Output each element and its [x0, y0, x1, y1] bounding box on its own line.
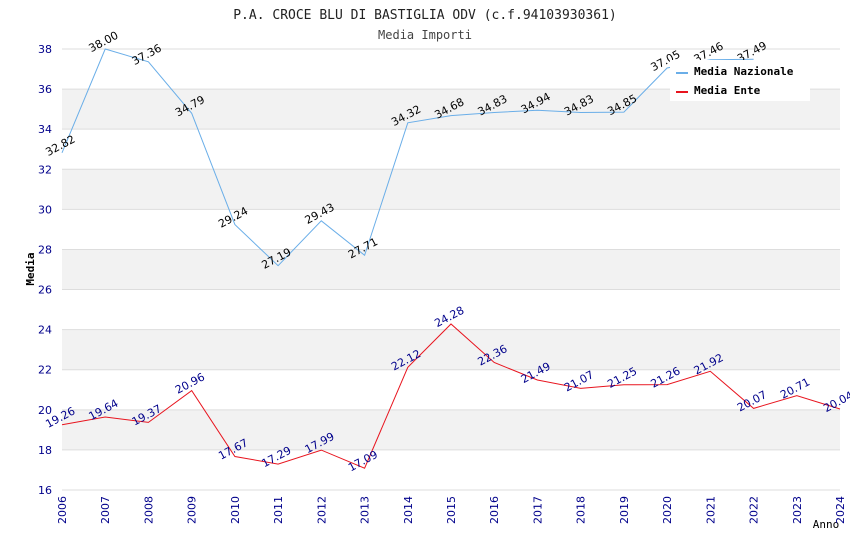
y-tick-label: 34	[38, 123, 52, 136]
legend: Media Nazionale Media Ente	[670, 60, 810, 101]
data-label: 17.09	[346, 448, 380, 474]
x-axis-ticks: 2006 2007 2008 2009 2010 2011 2012 2013 2014 2015…	[56, 496, 847, 524]
series-lines	[61, 48, 841, 469]
grid-band	[62, 329, 840, 370]
grid-band	[62, 409, 840, 450]
legend-label-media-nazionale: Media Nazionale	[694, 65, 794, 78]
x-tick-label: 2012	[315, 496, 328, 524]
grid-lines	[62, 48, 840, 491]
x-tick-label: 2020	[661, 496, 674, 524]
x-tick-label: 2014	[402, 496, 415, 524]
x-tick-label: 2015	[445, 496, 458, 524]
data-label: 32.82	[43, 133, 77, 159]
x-tick-label: 2011	[272, 496, 285, 524]
legend-box	[670, 60, 810, 101]
x-axis-label: Anno	[813, 518, 840, 531]
grid-band	[62, 249, 840, 290]
y-axis-label: Media	[24, 252, 37, 285]
x-tick-label: 2009	[186, 496, 199, 524]
legend-label-media-ente: Media Ente	[694, 84, 761, 97]
y-axis-ticks: 16 18 20 22 24 26 28 30 32 34 36 38	[38, 43, 52, 497]
y-tick-label: 24	[38, 324, 52, 337]
x-tick-label: 2023	[791, 496, 804, 524]
x-tick-label: 2017	[531, 496, 544, 524]
series-line-1	[61, 323, 841, 469]
y-tick-label: 36	[38, 83, 52, 96]
x-tick-label: 2007	[99, 496, 112, 524]
data-label: 20.71	[778, 375, 812, 401]
x-tick-label: 2024	[834, 496, 847, 524]
x-tick-label: 2008	[142, 496, 155, 524]
x-tick-label: 2010	[229, 496, 242, 524]
y-tick-label: 20	[38, 404, 52, 417]
x-tick-label: 2021	[704, 496, 717, 524]
grid-band	[62, 169, 840, 210]
y-tick-label: 26	[38, 284, 52, 297]
grid-bands	[62, 89, 840, 450]
y-tick-label: 16	[38, 484, 52, 497]
data-label: 37.36	[130, 42, 164, 68]
data-label: 38.00	[87, 29, 121, 55]
x-tick-label: 2013	[359, 496, 372, 524]
y-tick-label: 18	[38, 444, 52, 457]
y-tick-label: 32	[38, 163, 52, 176]
data-label: 21.07	[562, 368, 596, 394]
x-tick-label: 2018	[575, 496, 588, 524]
y-tick-label: 38	[38, 43, 52, 56]
x-tick-label: 2019	[618, 496, 631, 524]
chart-title: P.A. CROCE BLU DI BASTIGLIA ODV (c.f.941…	[233, 8, 617, 23]
y-tick-label: 30	[38, 203, 52, 216]
y-tick-label: 22	[38, 364, 52, 377]
data-label: 20.96	[173, 370, 207, 396]
x-tick-label: 2022	[748, 496, 761, 524]
series-line-0	[61, 48, 754, 267]
x-tick-label: 2016	[488, 496, 501, 524]
y-tick-label: 28	[38, 243, 52, 256]
x-tick-label: 2006	[56, 496, 69, 524]
chart-subtitle: Media Importi	[378, 28, 472, 42]
